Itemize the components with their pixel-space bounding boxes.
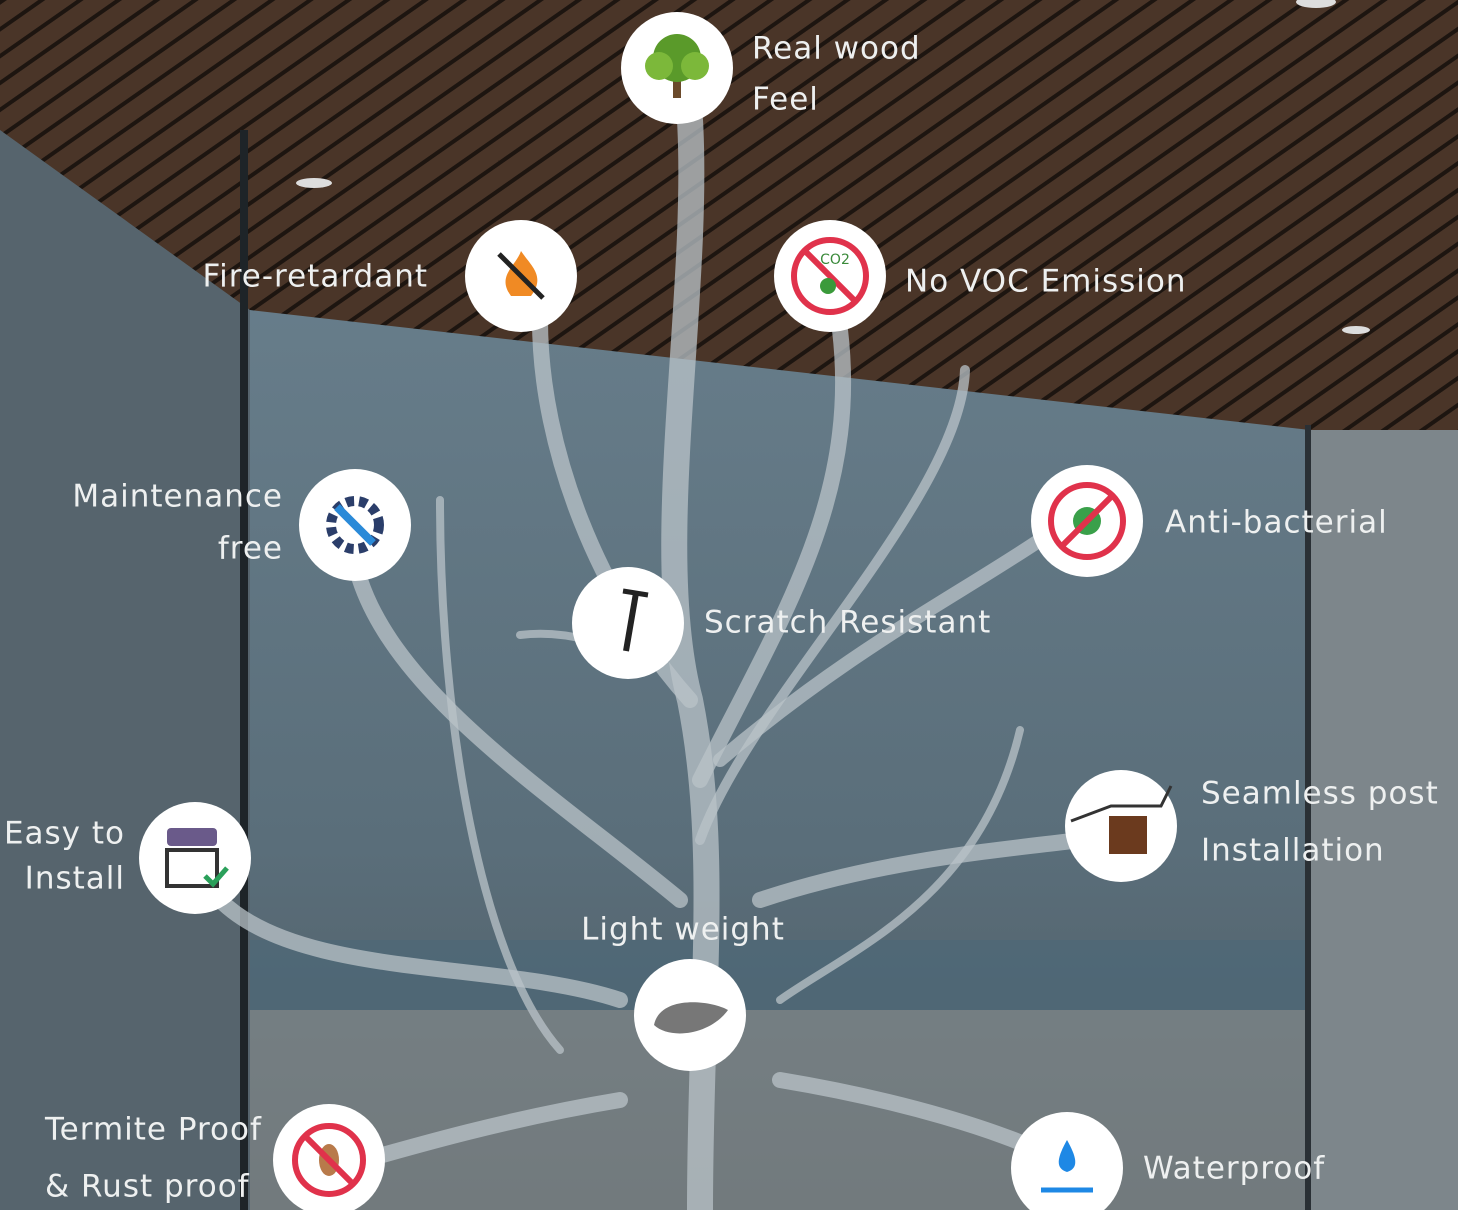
feature-label: No VOC Emission	[905, 264, 1187, 300]
icon-part	[167, 828, 217, 846]
feature-label: Fire-retardant	[203, 259, 428, 295]
icon-part	[681, 52, 709, 80]
feature-label: Termite Proof	[44, 1112, 262, 1148]
feature-label: Scratch Resistant	[704, 605, 991, 641]
feature-label: free	[218, 531, 283, 567]
icon-part	[645, 52, 673, 80]
feature-label: Waterproof	[1143, 1151, 1325, 1187]
feature-label: Installation	[1201, 833, 1385, 869]
feature-label: Seamless post	[1201, 776, 1439, 812]
feature-icon-circle	[139, 802, 251, 914]
icon-part	[1109, 816, 1147, 854]
feature-label: Install	[25, 861, 125, 897]
icon-part: CO2	[820, 252, 850, 268]
feature-label: & Rust proof	[45, 1169, 250, 1205]
feature-infographic: CO2 Real wood Feel Fire-retardant No VOC Em…	[0, 0, 1458, 1210]
icon-part	[820, 278, 836, 294]
feature-label: Light weight	[581, 912, 785, 948]
feature-label: Anti-bacterial	[1165, 505, 1388, 541]
feature-label: Feel	[752, 82, 819, 118]
feature-label: Real wood	[752, 31, 921, 67]
feature-label: Easy to	[4, 816, 125, 852]
feature-label: Maintenance	[72, 479, 283, 515]
